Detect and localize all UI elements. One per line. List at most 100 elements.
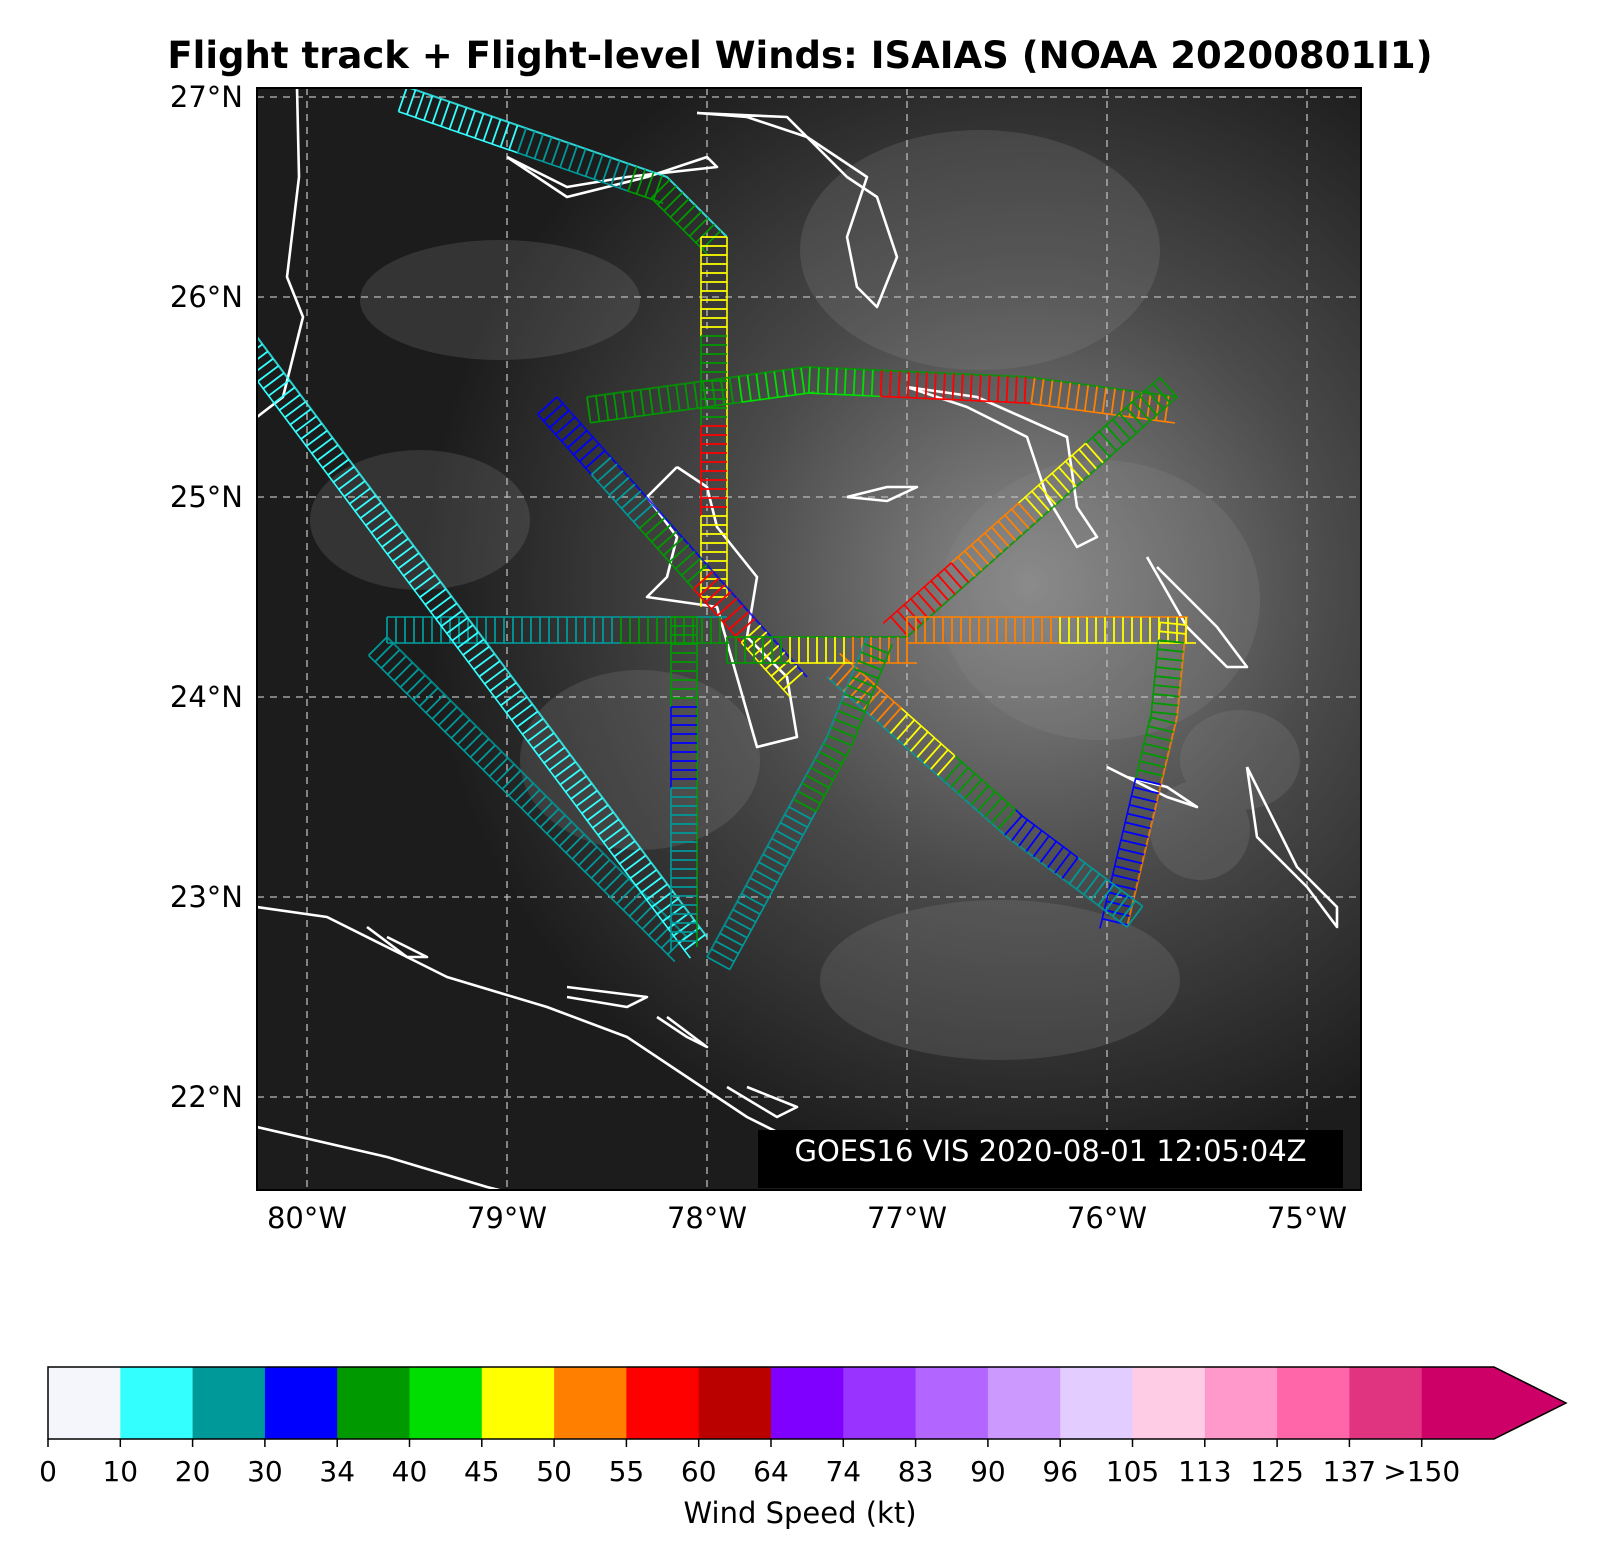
colorbar-swatch [1277, 1367, 1350, 1439]
wind-barb-flag [654, 941, 663, 950]
map-frame [256, 87, 1362, 1191]
wind-barb-flag [889, 610, 898, 619]
wind-barb [977, 791, 996, 812]
wind-barb [590, 859, 611, 879]
wind-barb-flag [806, 818, 813, 828]
wind-barb-flag [1155, 649, 1159, 660]
colorbar-swatch [1132, 1367, 1206, 1439]
wind-barb [860, 651, 886, 663]
wind-barb [638, 510, 660, 530]
wind-barb [597, 865, 617, 886]
wind-barb [629, 861, 652, 879]
wind-barb [1120, 839, 1147, 847]
wind-barb [474, 113, 485, 139]
wind-barb-flag [662, 554, 671, 564]
wind-barb [764, 372, 770, 399]
wind-barb-flag [793, 841, 801, 852]
wind-barb [408, 566, 431, 584]
wind-barb [1110, 388, 1116, 415]
wind-barb [834, 368, 838, 395]
wind-barb [1114, 865, 1141, 874]
wind-barb-flag [902, 598, 912, 606]
wind-barb-flag [561, 440, 569, 450]
wind-barb-flag [672, 935, 681, 945]
lat-tick-label: 26°N [170, 280, 243, 314]
wind-barb [393, 661, 414, 682]
wind-barb [1154, 684, 1181, 689]
wind-barb-flag [597, 834, 605, 844]
wind-barb [825, 367, 829, 394]
coastline-segment [257, 905, 808, 1149]
wind-barb [478, 660, 501, 678]
wind-barb [1159, 377, 1178, 398]
wind-barb [943, 761, 963, 782]
wind-barb [559, 142, 570, 168]
colorbar-tick-label: 30 [247, 1455, 283, 1488]
wind-barb [987, 375, 991, 402]
wind-barb [916, 592, 936, 613]
wind-barb-flag [1033, 823, 1043, 832]
wind-barb [311, 437, 334, 455]
colorbar-swatch [1349, 1367, 1423, 1439]
wind-barb [608, 833, 631, 851]
wind-barb-flag [768, 396, 779, 400]
wind-barb [450, 719, 471, 739]
wind-barb-flag [626, 514, 635, 524]
wind-barb [997, 520, 1017, 542]
wind-barb [1091, 436, 1111, 458]
wind-barb [810, 766, 834, 781]
wind-barb [448, 104, 459, 130]
wind-barb [719, 378, 726, 405]
wind-barb-flag [777, 395, 788, 398]
wind-barb-flag [764, 668, 773, 678]
wind-barb [732, 908, 757, 923]
wind-barb [710, 591, 732, 610]
wind-barb [533, 801, 554, 822]
coastline-segment [656, 1015, 709, 1049]
wind-barb [399, 668, 420, 688]
wind-barb-flag [867, 694, 873, 704]
wind-barb [853, 668, 879, 680]
wind-barb-flag [987, 784, 996, 793]
wind-barb-flag [514, 801, 523, 810]
wind-barb [715, 940, 739, 955]
wind-barb [624, 854, 647, 872]
wind-barb-flag [776, 873, 783, 883]
coastline-segment [366, 925, 429, 959]
wind-barb-flag [645, 899, 654, 909]
wind-barb-flag [1075, 408, 1086, 412]
wind-barb [300, 422, 323, 440]
colorbar-swatch [264, 1367, 338, 1439]
wind-barb [1118, 412, 1138, 434]
wind-barb [278, 393, 301, 411]
wind-barb [933, 372, 937, 399]
colorbar-tick-label: 45 [464, 1455, 500, 1488]
wind-barb-flag [1015, 401, 1026, 404]
colorbar-swatch [987, 1367, 1061, 1439]
colorbar-tick-label: 0 [39, 1455, 57, 1488]
wind-barb [650, 523, 672, 543]
wind-barb-flag [970, 538, 979, 547]
wind-barb-flag [683, 949, 692, 959]
wind-barb [923, 743, 942, 764]
wind-barb [595, 395, 601, 422]
wind-barb [1030, 377, 1036, 404]
wind-barb [710, 948, 735, 963]
image-stamp: GOES16 VIS 2020-08-01 12:05:04Z [794, 1134, 1307, 1168]
lon-tick-label: 78°W [667, 1201, 747, 1235]
wind-barb [1137, 768, 1164, 777]
wind-barb [1106, 900, 1132, 909]
wind-barb [674, 550, 696, 570]
wind-barb [646, 883, 668, 901]
wind-barb [863, 642, 889, 655]
wind-barb [1025, 830, 1043, 852]
colorbar-swatch [120, 1367, 194, 1439]
wind-barb-flag [616, 903, 625, 912]
wind-barb-flag [676, 223, 685, 232]
wind-barb [338, 473, 361, 491]
wind-barb-flag [1101, 909, 1106, 920]
wind-barb [1071, 454, 1091, 476]
wind-barb [257, 365, 280, 383]
wind-barb [1129, 804, 1155, 812]
wind-barb-flag [996, 514, 1006, 523]
